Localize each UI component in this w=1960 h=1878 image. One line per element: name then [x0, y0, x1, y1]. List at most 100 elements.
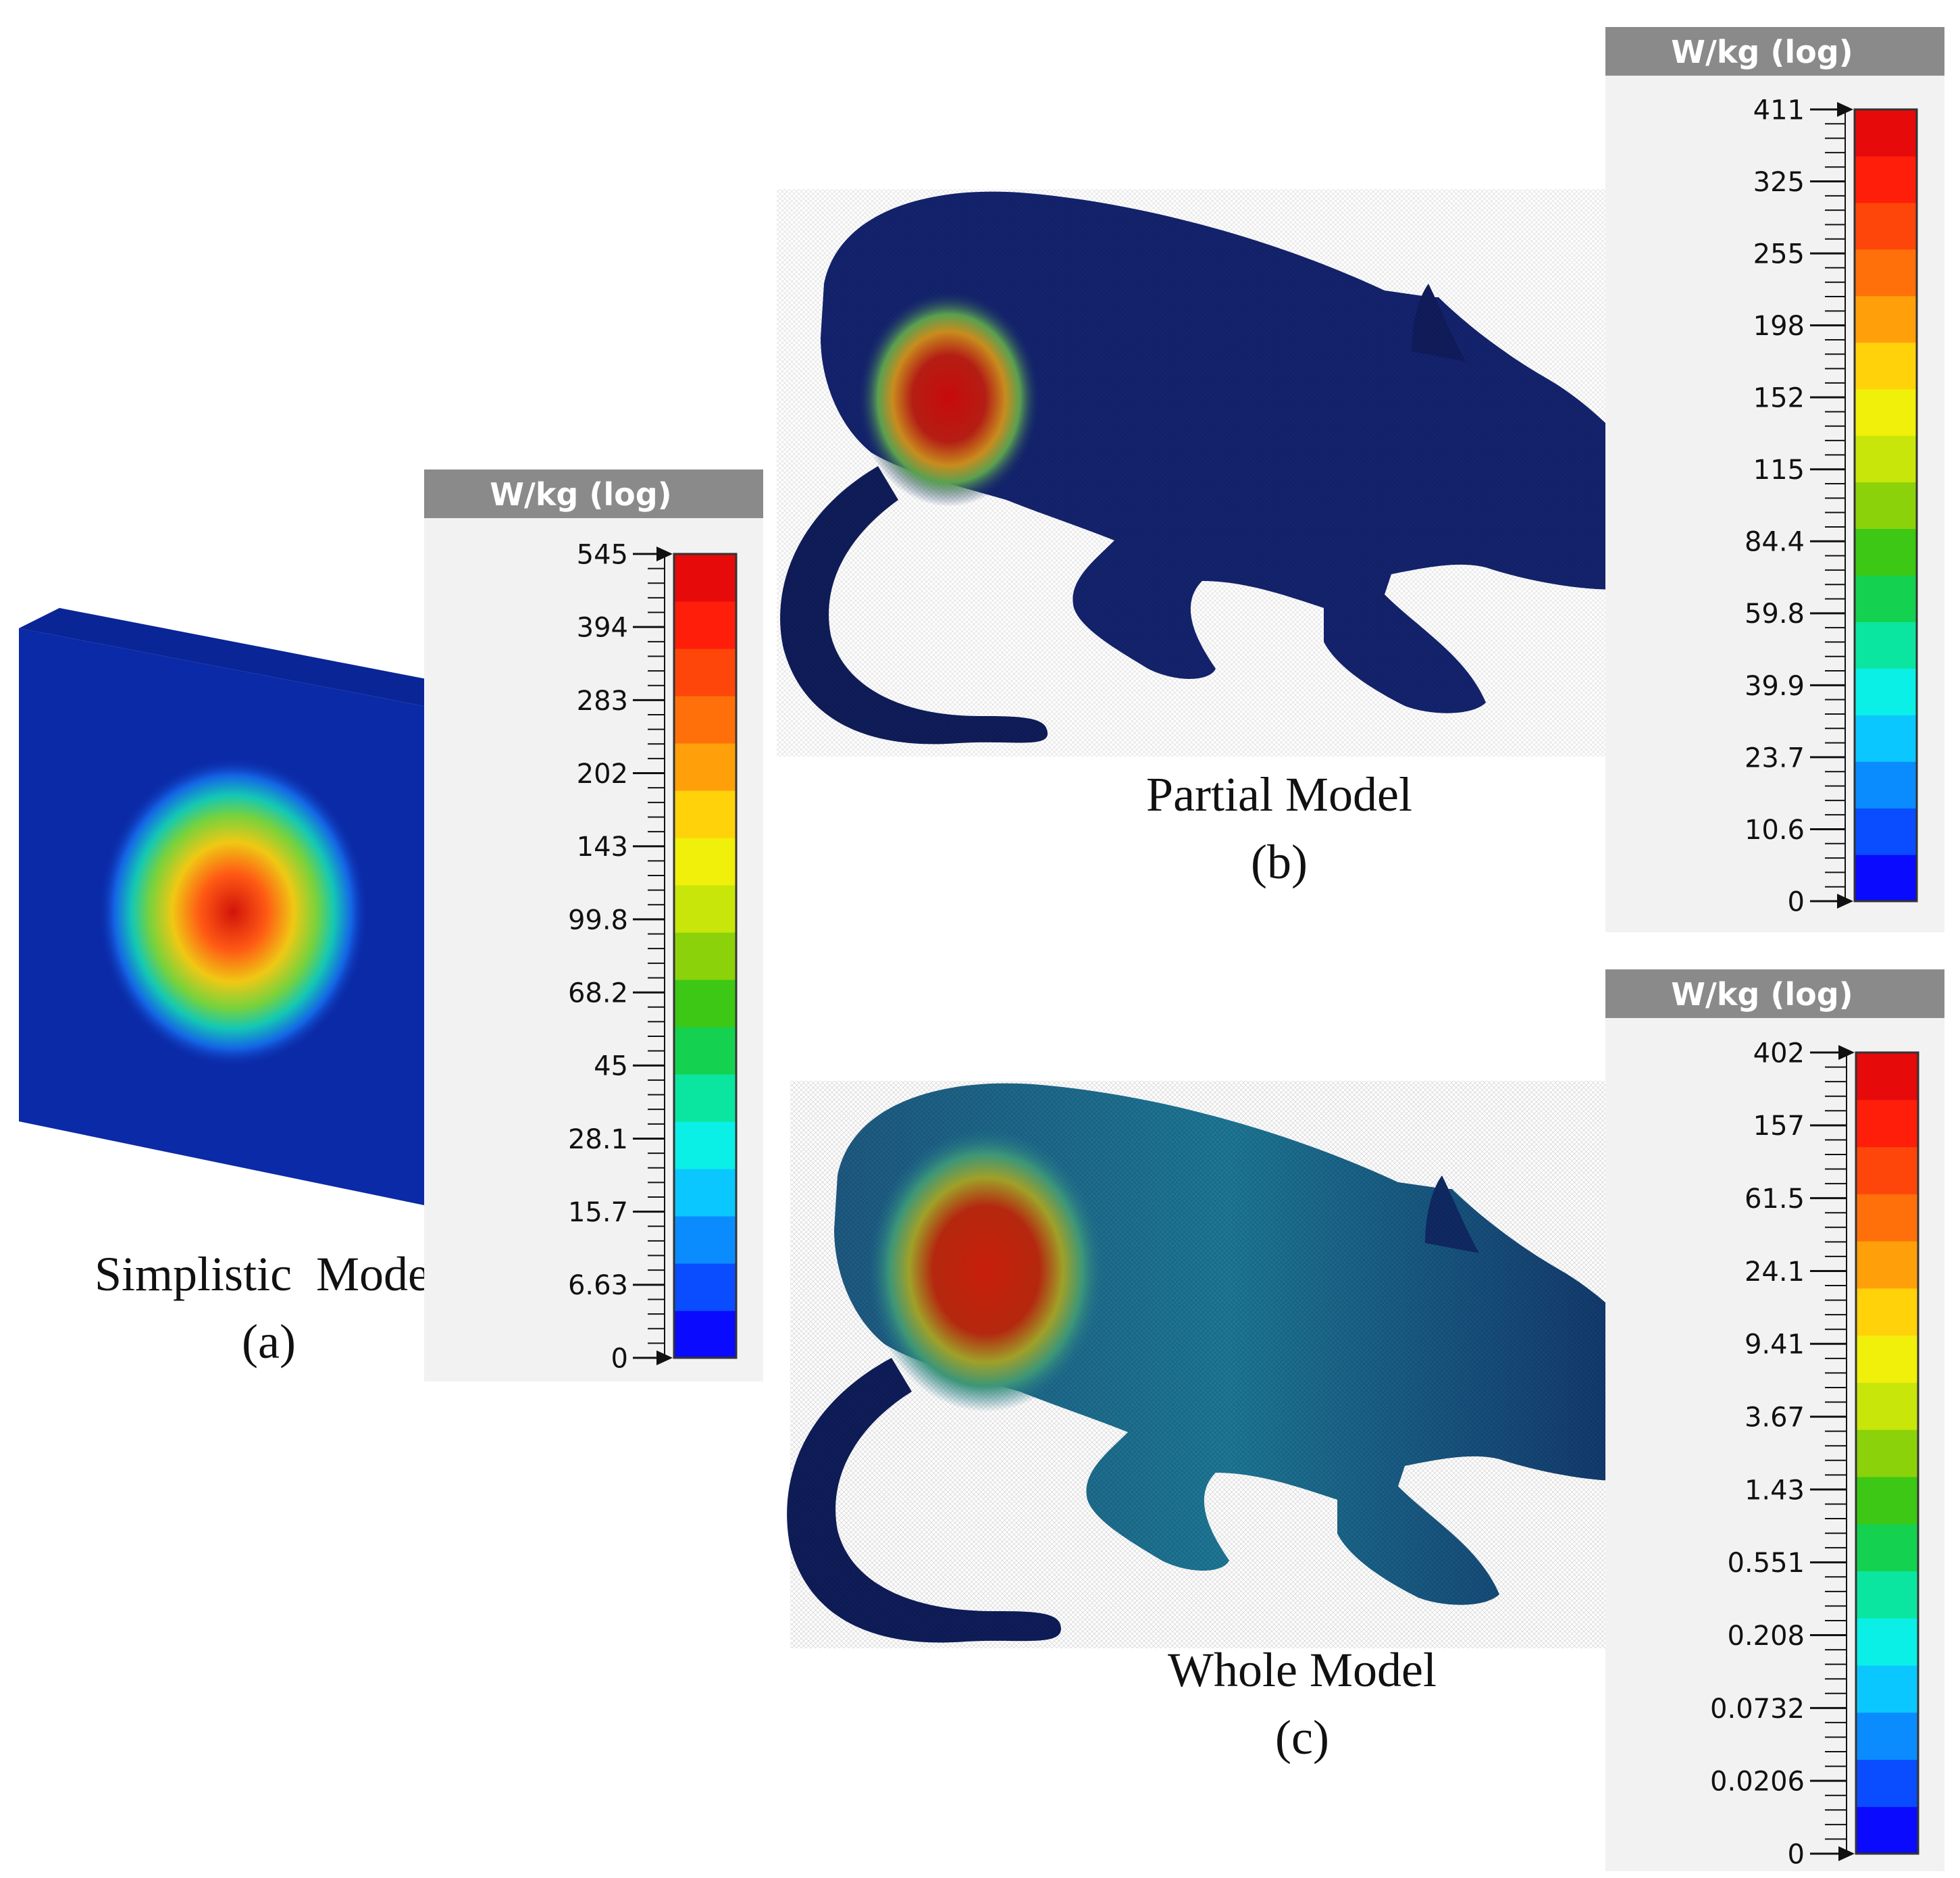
colorbar-c-tick-label: 0.0206 [1710, 1767, 1805, 1798]
colorbar-a-band [674, 1311, 736, 1359]
colorbar-c-band [1856, 1241, 1918, 1289]
colorbar-c-band [1856, 1712, 1918, 1760]
colorbar-b-band [1855, 249, 1917, 297]
colorbar-b-band [1855, 668, 1917, 715]
colorbar-c-tick-label: 24.1 [1745, 1257, 1805, 1288]
colorbar-b-tick-label: 10.6 [1745, 815, 1805, 846]
colorbar-a-title: W/kg (log) [490, 476, 671, 513]
colorbar-b-band [1855, 388, 1917, 436]
colorbar-b-band [1855, 575, 1917, 622]
colorbar-c-tick-label: 0 [1788, 1839, 1805, 1870]
slab-sar-hotspot [98, 757, 368, 1067]
colorbar-c-tick-label: 1.43 [1745, 1475, 1805, 1506]
colorbar-b-tick-label: 198 [1753, 311, 1805, 342]
colorbar-panel-a: W/kg (log) 545 394 283 202 143 99.8 68.2 45 28.1… [424, 469, 763, 1381]
colorbar-c-tick-label: 0.0732 [1710, 1694, 1805, 1725]
colorbar-c-band [1856, 1335, 1918, 1383]
panel-b-name: Partial Model [1146, 767, 1412, 821]
colorbar-c-band [1856, 1288, 1918, 1336]
colorbar-c-tick-label: 0.208 [1727, 1621, 1805, 1652]
colorbar-b-band [1855, 342, 1917, 390]
colorbar-b-tick-label: 255 [1753, 238, 1805, 270]
rat-b-sar-hotspot [858, 290, 1040, 507]
colorbar-a-band [674, 1027, 736, 1075]
colorbar-a-max-arrow-icon [656, 547, 673, 561]
panel-b-letter: (b) [1251, 835, 1308, 889]
colorbar-a-band [674, 696, 736, 744]
colorbar-b-tick-label: 59.8 [1745, 599, 1805, 630]
colorbar-a-band [674, 1263, 736, 1311]
colorbar-c-band [1856, 1618, 1918, 1666]
colorbar-c-tick-label: 3.67 [1745, 1402, 1805, 1433]
colorbar-a-tick-label: 28.1 [568, 1124, 628, 1155]
colorbar-b-band [1855, 715, 1917, 762]
colorbar-c-band [1856, 1665, 1918, 1713]
colorbar-b-frame [1853, 108, 1918, 903]
colorbar-b-tick-label: 115 [1753, 455, 1805, 486]
colorbar-b-tick-label: 39.9 [1745, 671, 1805, 702]
colorbar-b-band [1855, 808, 1917, 855]
panel-c-letter: (c) [1275, 1710, 1329, 1765]
colorbar-c-tick-label: 61.5 [1745, 1184, 1805, 1215]
colorbar-c-max-arrow-icon [1838, 1045, 1855, 1060]
rat-model-whole [787, 1081, 1722, 1648]
colorbar-a-tick-label: 545 [577, 539, 628, 570]
colorbar-c-band [1856, 1571, 1918, 1619]
colorbar-c-min-arrow-icon [1838, 1846, 1855, 1861]
colorbar-a-min-arrow-icon [656, 1350, 673, 1365]
colorbar-b-band [1855, 621, 1917, 669]
colorbar-b-band [1855, 482, 1917, 530]
colorbar-b-header [1605, 27, 1944, 76]
colorbar-b-band [1855, 202, 1917, 250]
colorbar-c-tick-label: 0.551 [1727, 1548, 1805, 1579]
panel-c-name: Whole Model [1168, 1643, 1437, 1697]
panel-a-name: Simplistic Model [95, 1247, 443, 1301]
colorbar-c-header [1605, 969, 1944, 1018]
rat-c-sar-hotspot [868, 1128, 1104, 1412]
colorbar-panel-c: W/kg (log) 402 157 61.5 24.1 9.41 3.67 1.43 0.5… [1605, 969, 1944, 1871]
colorbar-c-band [1856, 1523, 1918, 1572]
colorbar-a-band [674, 1074, 736, 1122]
colorbar-a-tick-label: 394 [577, 613, 628, 644]
colorbar-a-tick-label: 45 [594, 1051, 628, 1082]
colorbar-a-band [674, 932, 736, 980]
colorbar-b-band [1855, 435, 1917, 483]
colorbar-b-max-arrow-icon [1837, 102, 1853, 117]
colorbar-b-band [1855, 761, 1917, 809]
colorbar-c-title: W/kg (log) [1671, 976, 1853, 1013]
colorbar-a-band [674, 790, 736, 838]
colorbar-c-band [1856, 1759, 1918, 1807]
colorbar-c-band [1856, 1052, 1918, 1100]
colorbar-a-band [674, 1216, 736, 1264]
colorbar-a-band [674, 980, 736, 1027]
colorbar-c-band [1856, 1194, 1918, 1242]
colorbar-b-min-arrow-icon [1837, 894, 1853, 909]
colorbar-b-band [1855, 155, 1917, 203]
colorbar-c-tick-label: 402 [1753, 1038, 1805, 1069]
colorbar-b-tick-label: 411 [1753, 95, 1805, 126]
colorbar-a-tick-label: 202 [577, 759, 628, 790]
colorbar-a-header [424, 469, 763, 518]
colorbar-c-band [1856, 1429, 1918, 1477]
colorbar-b-title: W/kg (log) [1671, 34, 1853, 70]
colorbar-a-tick-label: 15.7 [568, 1197, 628, 1228]
colorbar-b-band [1855, 295, 1917, 343]
colorbar-a-band [674, 1121, 736, 1169]
colorbar-b-tick-label: 325 [1753, 167, 1805, 198]
colorbar-c-tick-label: 157 [1753, 1111, 1805, 1142]
colorbar-b-tick-label: 84.4 [1745, 527, 1805, 558]
colorbar-c-frame [1855, 1051, 1919, 1855]
colorbar-c-band [1856, 1099, 1918, 1148]
colorbar-a-tick-label: 6.63 [568, 1270, 628, 1301]
rat-model-partial [777, 189, 1709, 757]
colorbar-a-tick-label: 143 [577, 832, 628, 863]
colorbar-a-band [674, 743, 736, 791]
colorbar-a-tick-label: 283 [577, 686, 628, 717]
colorbar-a-frame [673, 553, 738, 1359]
colorbar-a-tick-label: 99.8 [568, 905, 628, 936]
colorbar-a-band [674, 601, 736, 649]
slab-top-face [19, 608, 513, 716]
colorbar-c-band [1856, 1146, 1918, 1194]
colorbar-a-band [674, 838, 736, 886]
